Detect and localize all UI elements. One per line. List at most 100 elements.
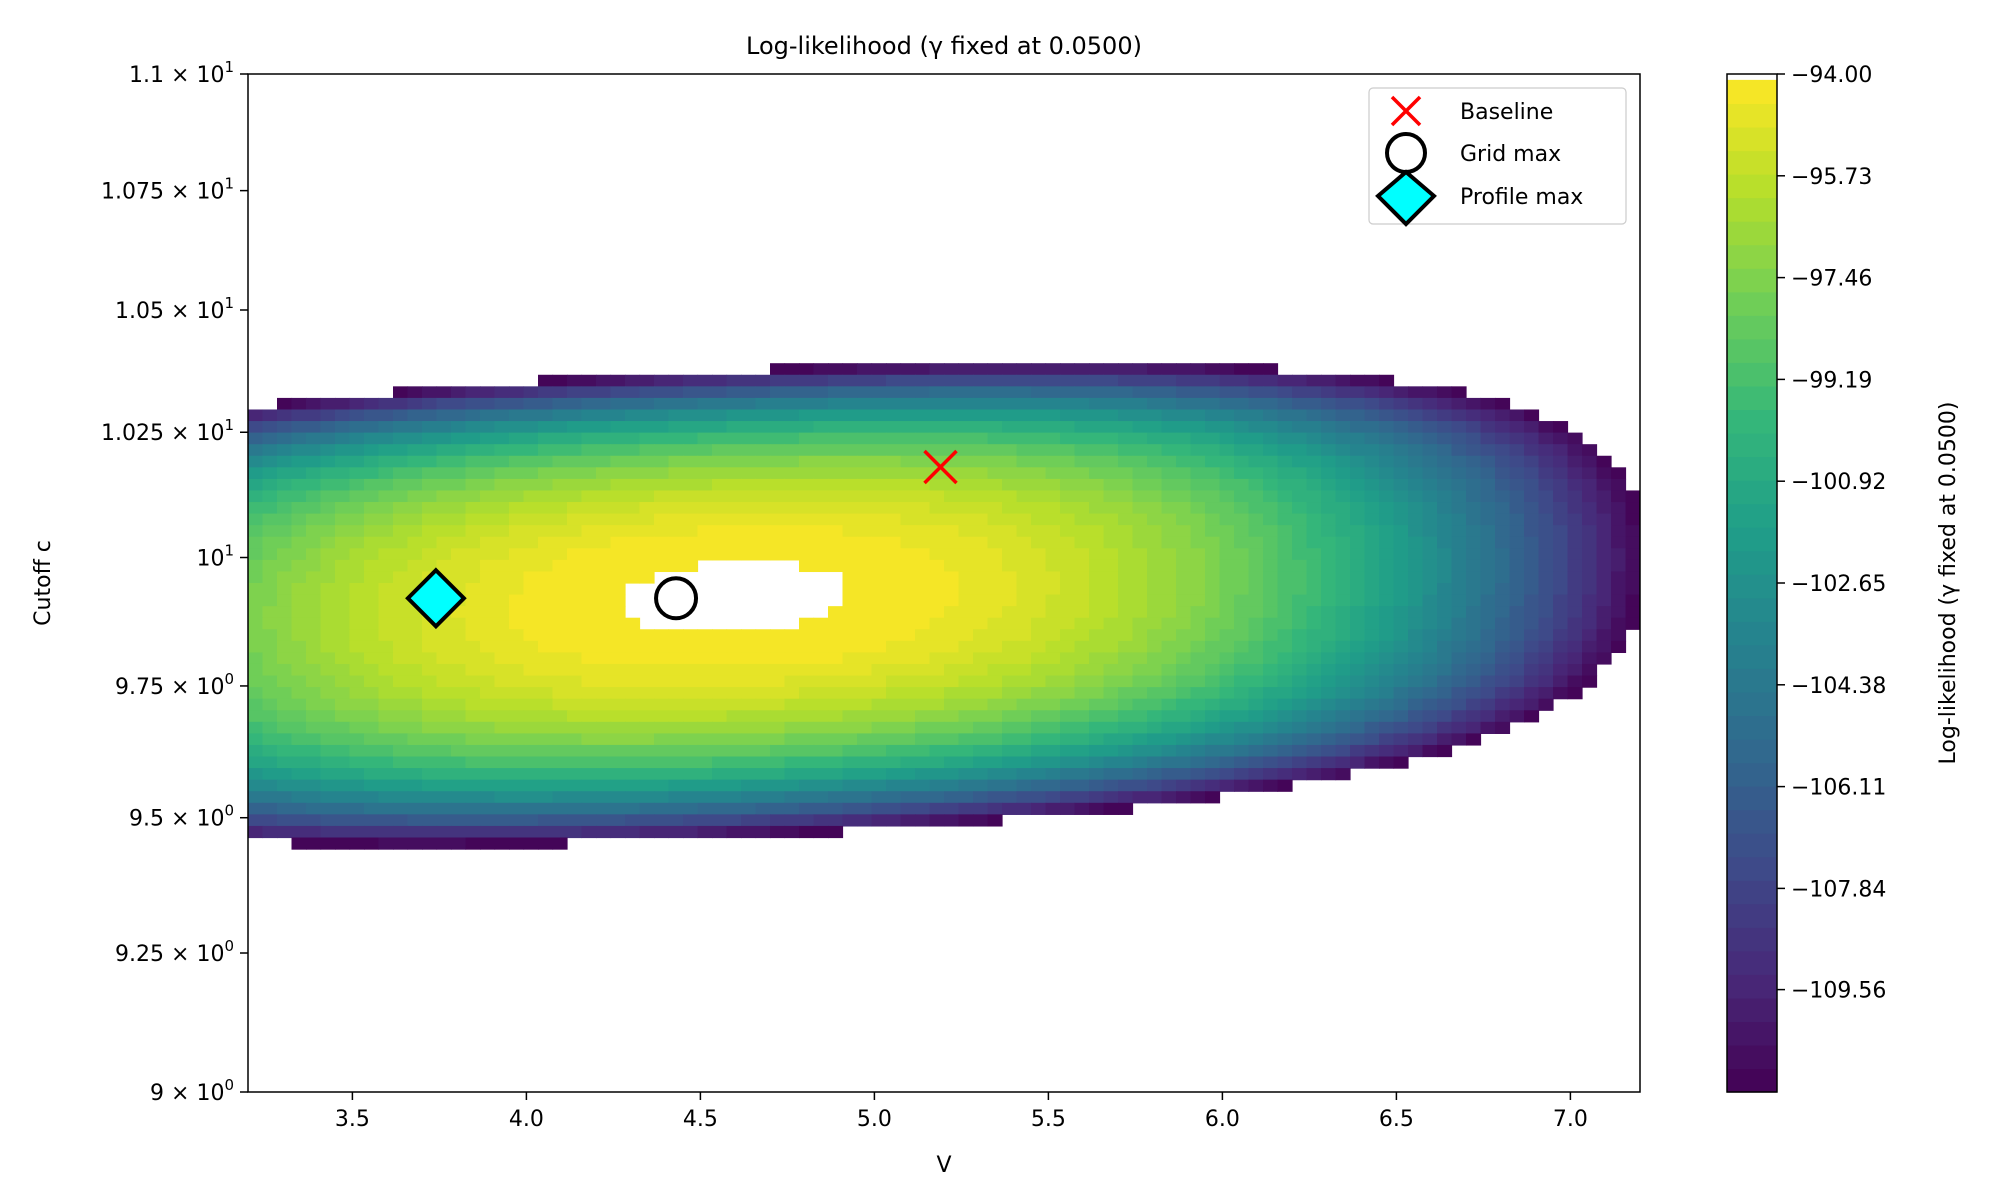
contour-cell — [306, 559, 322, 573]
contour-cell — [393, 467, 409, 480]
contour-cell — [697, 721, 713, 734]
contour-cell — [1596, 559, 1612, 573]
contour-cell — [639, 374, 655, 387]
contour-cell — [813, 675, 829, 688]
contour-cell — [277, 652, 293, 665]
contour-cell — [320, 825, 336, 839]
contour-cell — [1103, 421, 1119, 434]
contour-cell — [1509, 606, 1525, 619]
contour-cell — [494, 397, 510, 411]
contour-cell — [1379, 663, 1395, 677]
contour-cell — [1509, 675, 1525, 688]
contour-cell — [1089, 478, 1105, 492]
contour-cell — [1480, 652, 1496, 665]
contour-cell — [364, 825, 380, 839]
contour-cell — [1306, 687, 1322, 700]
contour-cell — [1422, 687, 1438, 700]
contour-cell — [1292, 687, 1308, 700]
contour-cell — [1422, 744, 1438, 758]
contour-cell — [1205, 374, 1221, 387]
contour-cell — [1480, 421, 1496, 434]
contour-cell — [987, 675, 1003, 688]
contour-cell — [480, 837, 496, 850]
plot-area — [248, 74, 1640, 1092]
contour-cell — [262, 814, 278, 827]
contour-cell — [393, 421, 409, 434]
contour-cell — [944, 768, 960, 781]
contour-cell — [886, 791, 902, 804]
contour-cell — [248, 652, 264, 665]
contour-cell — [770, 791, 786, 804]
contour-cell — [1263, 374, 1279, 387]
contour-cell — [1190, 698, 1206, 711]
contour-cell — [262, 652, 278, 665]
contour-cell — [1234, 744, 1250, 758]
contour-cell — [335, 802, 351, 815]
contour-cell — [1074, 594, 1090, 607]
contour-cell — [987, 559, 1003, 573]
contour-cell — [799, 791, 815, 804]
contour-cell — [871, 455, 887, 468]
contour-cell — [1582, 455, 1598, 468]
contour-cell — [726, 409, 742, 422]
contour-cell — [1611, 536, 1627, 549]
contour-cell — [915, 525, 931, 538]
contour-cell — [407, 837, 423, 850]
contour-cell — [320, 617, 336, 630]
colorbar-band — [1727, 126, 1777, 152]
contour-cell — [1306, 733, 1322, 746]
contour-cell — [277, 432, 293, 445]
contour-cell — [277, 710, 293, 723]
contour-cell — [494, 768, 510, 781]
contour-cell — [248, 548, 264, 561]
contour-cell — [1190, 640, 1206, 654]
contour-cell — [1466, 525, 1482, 538]
contour-cell — [1219, 536, 1235, 549]
contour-cell — [610, 652, 626, 665]
contour-cell — [1219, 374, 1235, 387]
contour-cell — [1219, 617, 1235, 630]
contour-cell — [1335, 571, 1351, 584]
contour-cell — [1060, 663, 1076, 677]
contour-cell — [1016, 756, 1032, 769]
contour-cell — [1553, 640, 1569, 654]
contour-cell — [755, 756, 771, 769]
contour-cell — [1350, 721, 1366, 734]
contour-cell — [1466, 455, 1482, 468]
contour-cell — [610, 687, 626, 700]
contour-cell — [639, 432, 655, 445]
contour-cell — [596, 409, 612, 422]
contour-cell — [1190, 478, 1206, 492]
contour-cell — [1292, 432, 1308, 445]
contour-cell — [1248, 536, 1264, 549]
contour-cell — [915, 397, 931, 411]
contour-cell — [639, 536, 655, 549]
contour-cell — [1538, 525, 1554, 538]
contour-cell — [1002, 432, 1018, 445]
contour-cell — [1002, 409, 1018, 422]
contour-cell — [1132, 571, 1148, 584]
contour-cell — [1553, 629, 1569, 642]
contour-cell — [1509, 629, 1525, 642]
contour-cell — [842, 386, 858, 399]
contour-cell — [1205, 606, 1221, 619]
contour-cell — [697, 455, 713, 468]
contour-cell — [697, 768, 713, 781]
contour-cell — [915, 502, 931, 515]
contour-cell — [335, 663, 351, 677]
contour-cell — [625, 444, 641, 457]
contour-cell — [813, 768, 829, 781]
contour-cell — [393, 559, 409, 573]
contour-cell — [1103, 629, 1119, 642]
contour-cell — [465, 594, 481, 607]
contour-cell — [784, 467, 800, 480]
contour-cell — [639, 733, 655, 746]
contour-cell — [494, 594, 510, 607]
contour-cell — [871, 663, 887, 677]
y-tick-exponent: 0 — [224, 1076, 234, 1094]
contour-cell — [1553, 478, 1569, 492]
contour-cell — [277, 490, 293, 503]
contour-cell — [1016, 779, 1032, 792]
contour-cell — [1480, 455, 1496, 468]
contour-cell — [639, 663, 655, 677]
